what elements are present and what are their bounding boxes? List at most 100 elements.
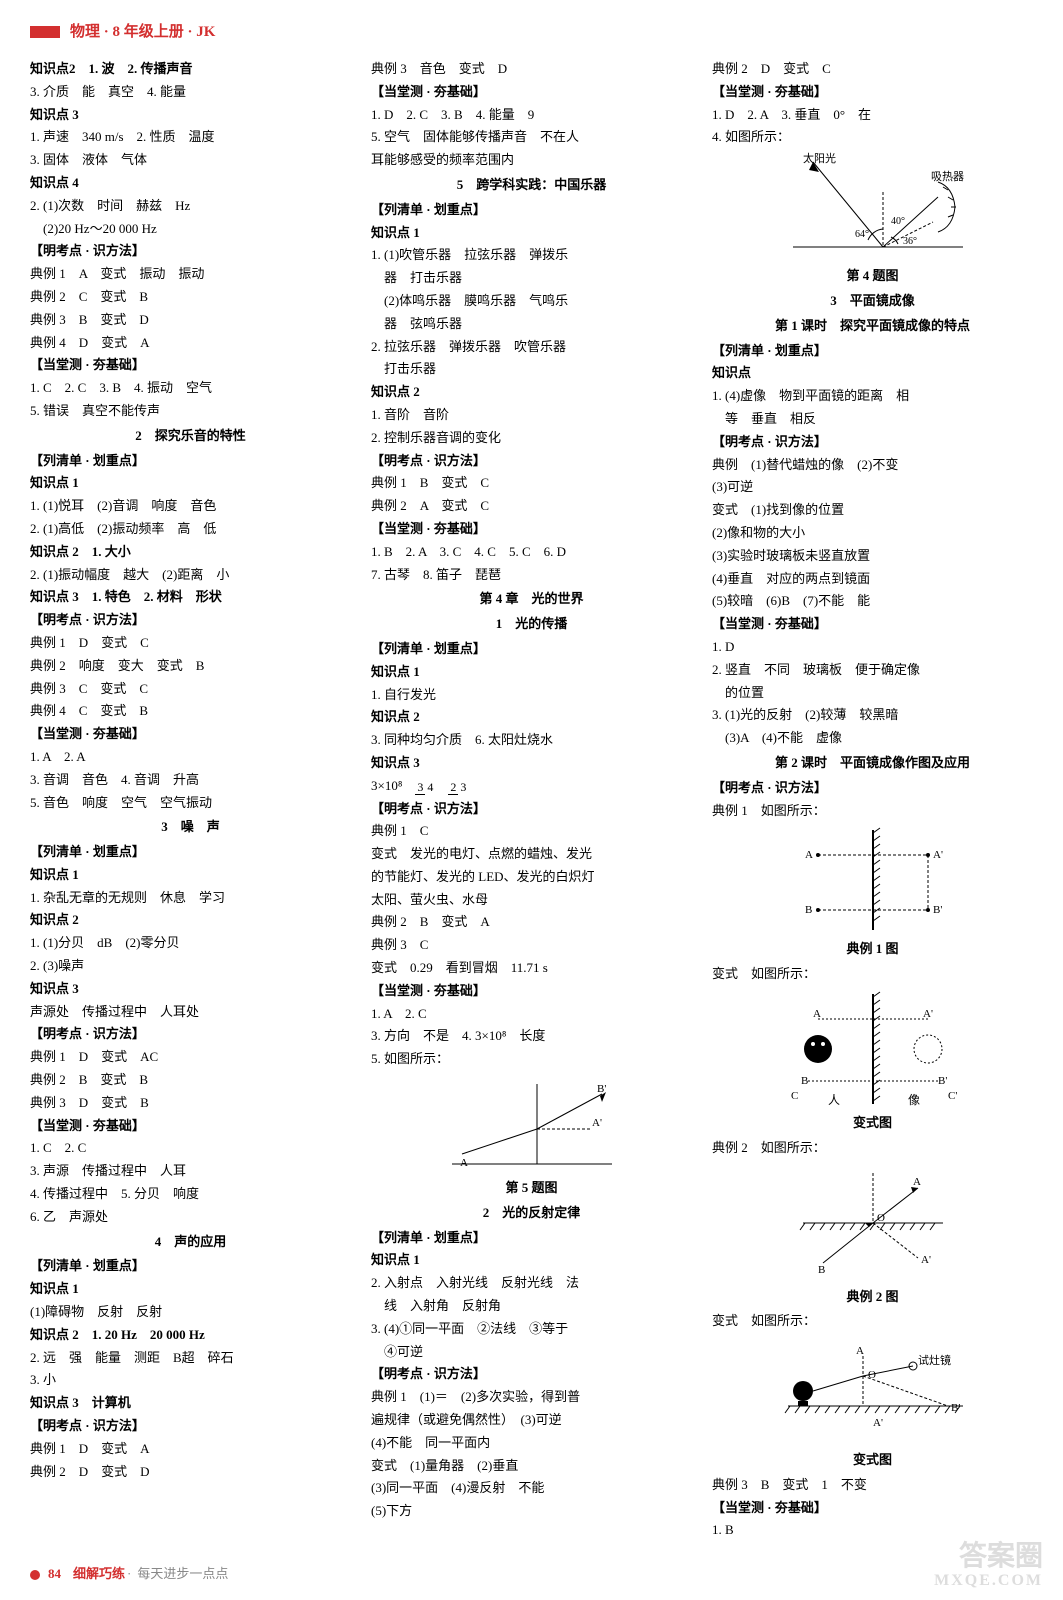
column-1: 知识点2 1. 波 2. 传播声音3. 介质 能 真空 4. 能量知识点 31.…: [30, 59, 351, 1543]
text-line: 2. 控制乐器音调的变化: [371, 428, 692, 449]
heading-line: 【列清单 · 划重点】: [712, 341, 1033, 362]
text-line: 典例 1 D 变式 C: [30, 633, 351, 654]
text-line: 5. 如图所示：: [371, 1049, 692, 1070]
svg-text:太阳光: 太阳光: [803, 152, 836, 165]
text-line: 变式 发光的电灯、点燃的蜡烛、发光: [371, 844, 692, 865]
text-line: (4)垂直 对应的两点到镜面: [712, 569, 1033, 590]
heading-line: 知识点 1: [30, 865, 351, 886]
text-line: 典例 3 音色 变式 D: [371, 59, 692, 80]
text-line: 典例 1 D 变式 AC: [30, 1047, 351, 1068]
text-line: 典例 2 B 变式 B: [30, 1070, 351, 1091]
text-line: 典例 3 C 变式 C: [30, 679, 351, 700]
footer-dot-icon: [30, 1570, 40, 1580]
heading-line: 【明考点 · 识方法】: [371, 1364, 692, 1385]
text-line: 变式 0.29 看到冒烟 11.71 s: [371, 958, 692, 979]
svg-text:A': A': [592, 1117, 602, 1129]
text-line: 等 垂直 相反: [712, 409, 1033, 430]
heading-line: 【当堂测 · 夯基础】: [30, 1116, 351, 1137]
section-title: 第 4 章 光的世界: [371, 589, 692, 610]
section-title: 5 跨学科实践：中国乐器: [371, 175, 692, 196]
page: 物理 · 8 年级上册 · JK 知识点2 1. 波 2. 传播声音3. 介质 …: [0, 0, 1063, 1600]
text-line: 2. (3)噪声: [30, 956, 351, 977]
heading-line: 【列清单 · 划重点】: [30, 1256, 351, 1277]
text-line: 1. D 2. C 3. B 4. 能量 9: [371, 105, 692, 126]
text-line: 耳能够感受的频率范围内: [371, 150, 692, 171]
text-line: 2. (1)高低 (2)振动频率 高 低: [30, 519, 351, 540]
text-line: (3)同一平面 (4)漫反射 不能: [371, 1478, 692, 1499]
text-line: 典例 3 B 变式 D: [30, 310, 351, 331]
header-bar: 物理 · 8 年级上册 · JK: [30, 20, 1033, 44]
heading-line: 知识点 3 1. 特色 2. 材料 形状: [30, 587, 351, 608]
figure-4: 太阳光 吸热器 64° 40° 36°: [773, 152, 973, 262]
text-line: 变式 (1)量角器 (2)垂直: [371, 1456, 692, 1477]
text-line: 典例 1 (1)＝ (2)多次实验，得到普: [371, 1387, 692, 1408]
text-line: 4. 传播过程中 5. 分贝 响度: [30, 1184, 351, 1205]
text-line: 典例 4 C 变式 B: [30, 701, 351, 722]
svg-text:B: B: [818, 1264, 825, 1276]
header-title: 物理 · 8 年级上册 · JK: [70, 20, 215, 44]
svg-text:A': A': [921, 1254, 931, 1266]
section-title: 第 1 课时 探究平面镜成像的特点: [712, 316, 1033, 337]
text-line: 4. 如图所示：: [712, 127, 1033, 148]
text-line: 7. 古琴 8. 笛子 琵琶: [371, 565, 692, 586]
svg-text:像: 像: [908, 1093, 920, 1107]
heading-line: 知识点2 1. 波 2. 传播声音: [30, 59, 351, 80]
text-line: (2)像和物的大小: [712, 523, 1033, 544]
text-line: 的节能灯、发光的 LED、发光的白炽灯: [371, 867, 692, 888]
heading-line: 知识点 2: [371, 707, 692, 728]
svg-text:36°: 36°: [903, 236, 917, 247]
section-title: 3 噪 声: [30, 817, 351, 838]
text-line: 3. 声源 传播过程中 人耳: [30, 1161, 351, 1182]
section-title: 3 平面镜成像: [712, 291, 1033, 312]
text-line: 1. B: [712, 1520, 1033, 1541]
svg-text:人: 人: [828, 1093, 840, 1107]
svg-text:A': A': [933, 849, 943, 861]
figure-bianshi2: A O 试灶镜 A' B': [773, 1336, 973, 1446]
content-columns: 知识点2 1. 波 2. 传播声音3. 介质 能 真空 4. 能量知识点 31.…: [30, 59, 1033, 1543]
footer: 84 细解巧练 · 每天进步一点点: [30, 1564, 228, 1585]
header-accent: [30, 26, 60, 38]
text-line: 器 打击乐器: [371, 268, 692, 289]
column-2: 典例 3 音色 变式 D【当堂测 · 夯基础】1. D 2. C 3. B 4.…: [371, 59, 692, 1543]
text-line: 典例 2 A 变式 C: [371, 496, 692, 517]
heading-line: 知识点 2 1. 大小: [30, 542, 351, 563]
section-title: 典例 1 图: [712, 939, 1033, 960]
heading-line: 【列清单 · 划重点】: [30, 451, 351, 472]
text-line: (3)实验时玻璃板未竖直放置: [712, 546, 1033, 567]
figure-dianli1: A B A' B': [783, 825, 963, 935]
svg-text:A: A: [813, 1008, 821, 1020]
svg-text:试灶镜: 试灶镜: [918, 1353, 951, 1367]
svg-text:C': C': [948, 1090, 957, 1102]
heading-line: 知识点 2: [371, 382, 692, 403]
text-line: (3)可逆: [712, 477, 1033, 498]
text-line: 1. (1)分贝 dB (2)零分贝: [30, 933, 351, 954]
text-line: 6. 乙 声源处: [30, 1207, 351, 1228]
footer-text-2: 每天进步一点点: [137, 1564, 228, 1585]
text-line: 3. 小: [30, 1370, 351, 1391]
text-line: 1. C 2. C 3. B 4. 振动 空气: [30, 378, 351, 399]
text-line: 5. 错误 真空不能传声: [30, 401, 351, 422]
text-line: 变式 如图所示：: [712, 1311, 1033, 1332]
text-line: 2. 远 强 能量 测距 B超 碎石: [30, 1348, 351, 1369]
text-line: 典例 2 如图所示：: [712, 1138, 1033, 1159]
svg-text:A: A: [460, 1157, 468, 1169]
text-line: 线 入射角 反射角: [371, 1296, 692, 1317]
svg-text:B': B': [951, 1402, 960, 1414]
svg-text:A': A': [923, 1008, 933, 1020]
svg-text:B: B: [801, 1075, 808, 1087]
footer-dot-sep: ·: [127, 1564, 131, 1585]
text-line: 3. 方向 不是 4. 3×10⁸ 长度: [371, 1026, 692, 1047]
text-line: 典例 2 C 变式 B: [30, 287, 351, 308]
heading-line: 知识点 3: [371, 753, 692, 774]
svg-text:A: A: [856, 1345, 864, 1357]
text-line: 典例 2 响度 变大 变式 B: [30, 656, 351, 677]
svg-text:吸热器: 吸热器: [931, 170, 964, 183]
text-line: 遍规律（或避免偶然性） (3)可逆: [371, 1410, 692, 1431]
text-line: 3. 同种均匀介质 6. 太阳灶烧水: [371, 730, 692, 751]
heading-line: 知识点 1: [371, 1250, 692, 1271]
text-line: 典例 2 D 变式 C: [712, 59, 1033, 80]
text-line: 典例 1 D 变式 A: [30, 1439, 351, 1460]
heading-line: 知识点: [712, 363, 1033, 384]
text-line: 打击乐器: [371, 359, 692, 380]
heading-line: 【明考点 · 识方法】: [371, 799, 692, 820]
